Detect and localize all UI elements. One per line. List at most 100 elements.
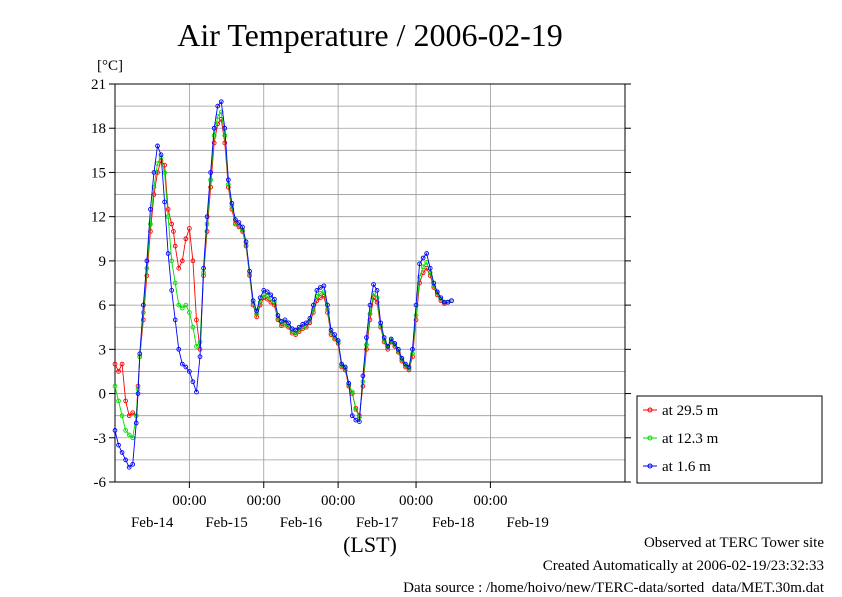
- data-point: [438, 295, 444, 301]
- data-point: [310, 302, 316, 308]
- data-point: [346, 380, 352, 386]
- data-point: [307, 316, 313, 321]
- data-point: [353, 407, 359, 413]
- data-point: [371, 282, 376, 287]
- y-tick-label: -3: [94, 431, 107, 447]
- grid-lines: [115, 83, 625, 483]
- data-point: [388, 336, 394, 342]
- data-point: [410, 351, 415, 357]
- data-point: [140, 302, 146, 308]
- legend-entry-label: at 29.5 m: [662, 403, 719, 419]
- x-tick-day-label: Feb-15: [205, 515, 248, 531]
- data-point: [172, 243, 178, 249]
- x-tick-time-label: 00:00: [172, 493, 206, 509]
- data-point: [282, 317, 288, 323]
- data-point: [272, 296, 277, 302]
- data-point: [151, 184, 157, 190]
- data-point: [264, 289, 270, 295]
- chart-title: Air Temperature / 2006-02-19: [177, 17, 563, 53]
- data-point: [176, 265, 182, 271]
- y-tick-label: 6: [99, 298, 107, 314]
- footer-site: Observed at TERC Tower site: [643, 535, 824, 551]
- legend-entry-label: at 12.3 m: [662, 431, 719, 447]
- data-point: [119, 361, 125, 367]
- data-point: [116, 369, 121, 374]
- data-point: [190, 324, 196, 330]
- data-point: [165, 251, 171, 256]
- data-point: [367, 302, 373, 308]
- data-point: [250, 298, 256, 304]
- data-point: [144, 258, 150, 264]
- data-point: [367, 311, 373, 317]
- data-point: [201, 265, 206, 271]
- y-axis-ticks: -6 -3 0 3 6 9 12 15 18 21: [91, 77, 631, 491]
- data-point: [257, 295, 263, 301]
- data-point: [211, 125, 217, 131]
- data-point: [357, 419, 362, 424]
- footer-source: Data source : /home/hoivo/new/TERC-data/…: [403, 580, 824, 596]
- data-point: [215, 103, 221, 109]
- data-point: [339, 361, 345, 367]
- data-point: [190, 379, 196, 385]
- data-point: [116, 398, 121, 404]
- x-tick-time-label: 00:00: [473, 493, 507, 509]
- x-tick-day-label: Feb-17: [356, 515, 399, 531]
- data-point: [197, 339, 203, 345]
- y-tick-label: 0: [99, 387, 107, 403]
- data-point: [332, 332, 337, 337]
- data-point: [314, 293, 320, 299]
- data-point: [162, 199, 167, 205]
- data-point: [286, 320, 291, 326]
- plot-frame: [114, 83, 626, 483]
- data-point: [171, 229, 176, 234]
- data-point: [413, 302, 419, 308]
- data-point: [126, 432, 132, 438]
- data-point: [293, 327, 298, 333]
- data-point: [112, 383, 118, 389]
- data-point: [424, 251, 430, 256]
- legend-swatch-marker: [647, 435, 653, 441]
- data-point: [133, 420, 139, 426]
- data-point: [254, 308, 260, 314]
- data-point: [183, 364, 189, 370]
- data-point: [314, 298, 320, 304]
- data-point: [165, 214, 171, 220]
- data-point: [310, 307, 316, 312]
- data-point: [268, 292, 274, 298]
- x-tick-time-label: 00:00: [399, 493, 433, 509]
- data-point: [179, 361, 185, 367]
- legend: at 29.5 m at 12.3 m at 1.6 m: [636, 395, 823, 484]
- data-point: [434, 289, 440, 295]
- data-point: [169, 221, 175, 227]
- data-point: [116, 442, 121, 448]
- series-at-1-6-m: [112, 99, 454, 470]
- data-point: [155, 161, 160, 166]
- data-point: [335, 338, 341, 343]
- data-point: [328, 327, 334, 333]
- y-axis-label: [°C]: [97, 58, 123, 74]
- data-point: [187, 369, 192, 374]
- data-point: [385, 344, 391, 349]
- data-point: [194, 317, 199, 323]
- data-point: [222, 125, 228, 131]
- data-point: [187, 226, 192, 231]
- data-point: [417, 274, 422, 280]
- data-point: [420, 264, 426, 270]
- x-tick-day-label: Feb-14: [131, 515, 174, 531]
- data-point: [123, 428, 128, 433]
- data-point: [176, 346, 182, 352]
- data-point: [130, 461, 136, 467]
- data-point: [218, 117, 224, 122]
- data-point: [431, 280, 437, 286]
- data-point: [204, 214, 210, 220]
- data-point: [225, 177, 231, 183]
- data-point: [413, 313, 419, 318]
- data-point: [151, 170, 157, 175]
- data-point: [406, 364, 412, 370]
- data-point: [123, 457, 128, 463]
- data-point: [449, 298, 454, 304]
- data-point: [169, 258, 175, 264]
- data-point: [399, 355, 405, 361]
- x-tick-time-label: 00:00: [321, 493, 355, 509]
- data-point: [112, 428, 118, 433]
